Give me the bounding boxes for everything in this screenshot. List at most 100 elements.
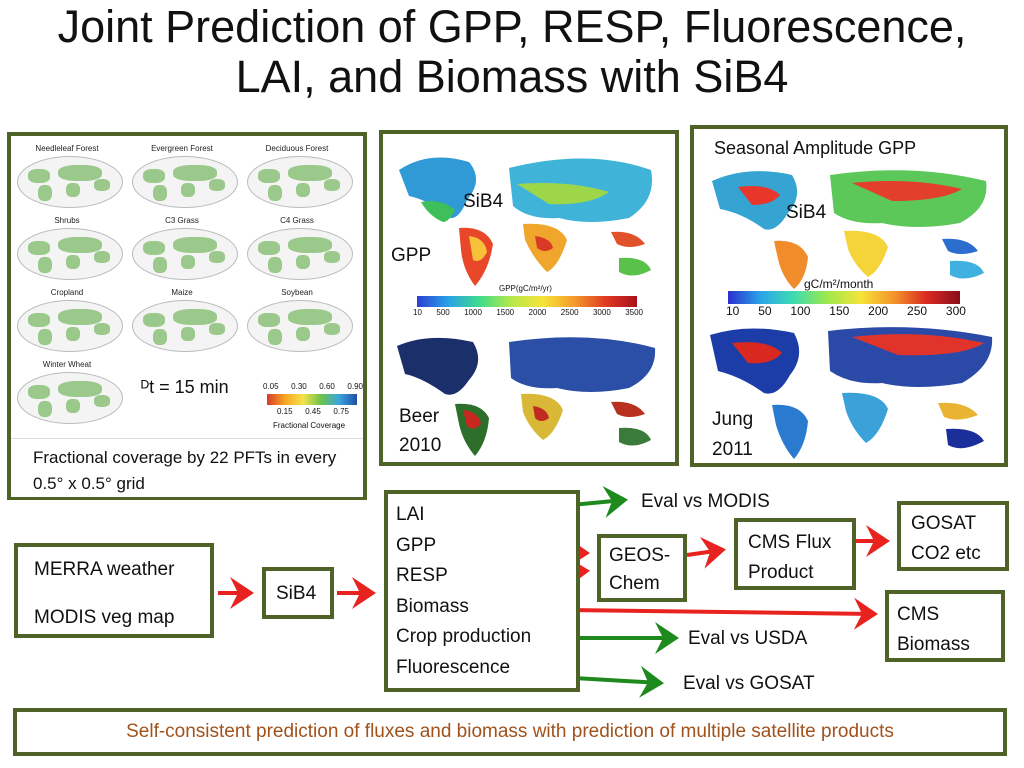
- tick-090: 0.90: [347, 382, 363, 391]
- jung-seasonal-map: [702, 321, 1000, 461]
- gpp-tick-3000: 3000: [592, 308, 611, 317]
- sib4-gpp-map: [389, 140, 665, 290]
- output-lai: LAI: [396, 504, 425, 525]
- gpp-label: GPP: [391, 245, 432, 266]
- gosat-label: GOSAT CO2 etc: [911, 509, 981, 569]
- tick-005: 0.05: [263, 382, 279, 391]
- pft-name-evergreen-forest: Evergreen Forest: [151, 144, 213, 153]
- seasonal-amplitude-title: Seasonal Amplitude GPP: [714, 138, 917, 158]
- gpp-colorbar: [417, 296, 637, 307]
- timestep-label: ᴰt = 15 min: [141, 377, 229, 397]
- gpp-tick-2500: 2500: [560, 308, 579, 317]
- seasonal-tick-10: 10: [726, 304, 740, 318]
- pft-map-maize: [132, 300, 238, 352]
- cms-flux-box: CMS Flux Product: [734, 518, 856, 590]
- pft-name-winter-wheat: Winter Wheat: [42, 360, 92, 369]
- tick-030: 0.30: [291, 382, 307, 391]
- pft-caption: Fractional coverage by 22 PFTs in every …: [11, 438, 363, 497]
- arrow-geos-chem-to-cms-flux: [686, 536, 726, 569]
- seasonal-tick-100: 100: [790, 304, 811, 318]
- colorbar-bottom-ticks: 0.15 0.45 0.75: [277, 407, 349, 416]
- colorbar-top-ticks: 0.05 0.30 0.60 0.90: [263, 382, 363, 391]
- cms-flux-line2: Product: [748, 562, 814, 583]
- eval-vs-gosat: Eval vs GOSAT: [683, 673, 815, 694]
- seasonal-amplitude-panel: Seasonal Amplitude GPP SiB4 gC/m²/month …: [690, 125, 1008, 467]
- fractional-coverage-colorbar: [267, 394, 357, 405]
- input-modis: MODIS veg map: [34, 607, 175, 628]
- pft-name-cropland: Cropland: [50, 288, 84, 297]
- jung-label-line1: Jung: [712, 409, 754, 430]
- pft-maps-grid: Needleleaf Forest Evergreen Forest Deciduo…: [15, 142, 361, 432]
- pft-map-deciduous-forest: [247, 156, 353, 208]
- beer-label: Beer 2010: [399, 402, 441, 460]
- seasonal-sib4-label: SiB4: [786, 202, 827, 223]
- gosat-line1: GOSAT: [911, 513, 977, 534]
- sib4-seasonal-map: [702, 161, 1000, 289]
- tick-045: 0.45: [305, 407, 321, 416]
- colorbar-label: Fractional Coverage: [273, 421, 346, 430]
- seasonal-colorbar-unit: gC/m²/month: [804, 277, 874, 291]
- pft-name-needleleaf-forest: Needleleaf Forest: [35, 144, 99, 153]
- pft-name-deciduous-forest: Deciduous Forest: [265, 144, 329, 153]
- gosat-box: GOSAT CO2 etc: [897, 501, 1009, 571]
- pft-coverage-panel: Needleleaf Forest Evergreen Forest Deciduo…: [7, 132, 367, 500]
- cms-biomass-line1: CMS: [897, 604, 940, 625]
- seasonal-tick-200: 200: [868, 304, 889, 318]
- tick-015: 0.15: [277, 407, 293, 416]
- output-crop-production: Crop production: [396, 626, 532, 647]
- gpp-maps-panel: SiB4 GPP GPP(gC/m²/yr) 10 500 1000 1500 …: [379, 130, 679, 466]
- gpp-colorbar-title: GPP(gC/m²/yr): [499, 284, 552, 293]
- pft-map-shrubs: [17, 228, 123, 280]
- geos-chem-label: GEOS- Chem: [609, 542, 670, 598]
- seasonal-colorbar-ticks: 10 50 100 150 200 250 300: [726, 304, 966, 318]
- pft-map-soybean: [247, 300, 353, 352]
- beer-gpp-map: [389, 328, 665, 460]
- beer-label-line1: Beer: [399, 406, 440, 427]
- pft-map-needleleaf-forest: [17, 156, 123, 208]
- gpp-tick-3500: 3500: [625, 308, 643, 317]
- tick-075: 0.75: [333, 407, 349, 416]
- tick-060: 0.60: [319, 382, 335, 391]
- title-line-1: Joint Prediction of GPP, RESP, Fluoresce…: [57, 1, 967, 52]
- gpp-tick-10: 10: [413, 308, 422, 317]
- seasonal-tick-150: 150: [829, 304, 850, 318]
- outputs-list: LAI GPP RESP Biomass Crop production Flu…: [396, 500, 531, 683]
- output-biomass: Biomass: [396, 595, 469, 617]
- jung-label: Jung 2011: [712, 405, 753, 465]
- eval-vs-usda: Eval vs USDA: [688, 628, 808, 649]
- output-gpp: GPP: [396, 534, 437, 556]
- beer-label-line2: 2010: [399, 435, 442, 456]
- cms-flux-label: CMS Flux Product: [748, 528, 831, 588]
- pft-name-shrubs: Shrubs: [54, 216, 80, 225]
- seasonal-tick-50: 50: [758, 304, 772, 318]
- pft-map-evergreen-forest: [132, 156, 238, 208]
- gpp-tick-1500: 1500: [496, 308, 515, 317]
- pft-caption-text: Fractional coverage by 22 PFTs in every …: [33, 448, 337, 493]
- inputs-box: MERRA weather MODIS veg map: [14, 543, 214, 638]
- gpp-colorbar-ticks: 10 500 1000 1500 2000 2500 3000 3500: [413, 308, 643, 317]
- seasonal-tick-250: 250: [907, 304, 928, 318]
- pft-name-soybean: Soybean: [281, 288, 313, 297]
- outputs-box: LAI GPP RESP Biomass Crop production Flu…: [384, 490, 580, 692]
- output-resp: RESP: [396, 565, 448, 586]
- cms-flux-line1: CMS Flux: [748, 532, 832, 553]
- cms-biomass-box: CMS Biomass: [885, 590, 1005, 662]
- sib4-model-label: SiB4: [276, 583, 317, 604]
- pft-map-c3-grass: [132, 228, 238, 280]
- seasonal-tick-300: 300: [945, 304, 966, 318]
- slide-title: Joint Prediction of GPP, RESP, Fluoresce…: [0, 2, 1024, 102]
- sib4-label: SiB4: [463, 191, 504, 212]
- pft-map-c4-grass: [247, 228, 353, 280]
- cms-biomass-label: CMS Biomass: [897, 600, 970, 660]
- eval-vs-modis: Eval vs MODIS: [641, 491, 770, 512]
- pft-name-c3-grass: C3 Grass: [165, 216, 199, 225]
- gosat-line2: CO2 etc: [911, 543, 981, 564]
- gpp-tick-500: 500: [436, 308, 450, 317]
- output-fluorescence: Fluorescence: [396, 656, 511, 678]
- pft-map-winter-wheat: [17, 372, 123, 424]
- pft-name-c4-grass: C4 Grass: [280, 216, 314, 225]
- pft-name-maize: Maize: [171, 288, 193, 297]
- jung-label-line2: 2011: [712, 439, 753, 460]
- gpp-tick-1000: 1000: [464, 308, 482, 317]
- gpp-tick-2000: 2000: [528, 308, 547, 317]
